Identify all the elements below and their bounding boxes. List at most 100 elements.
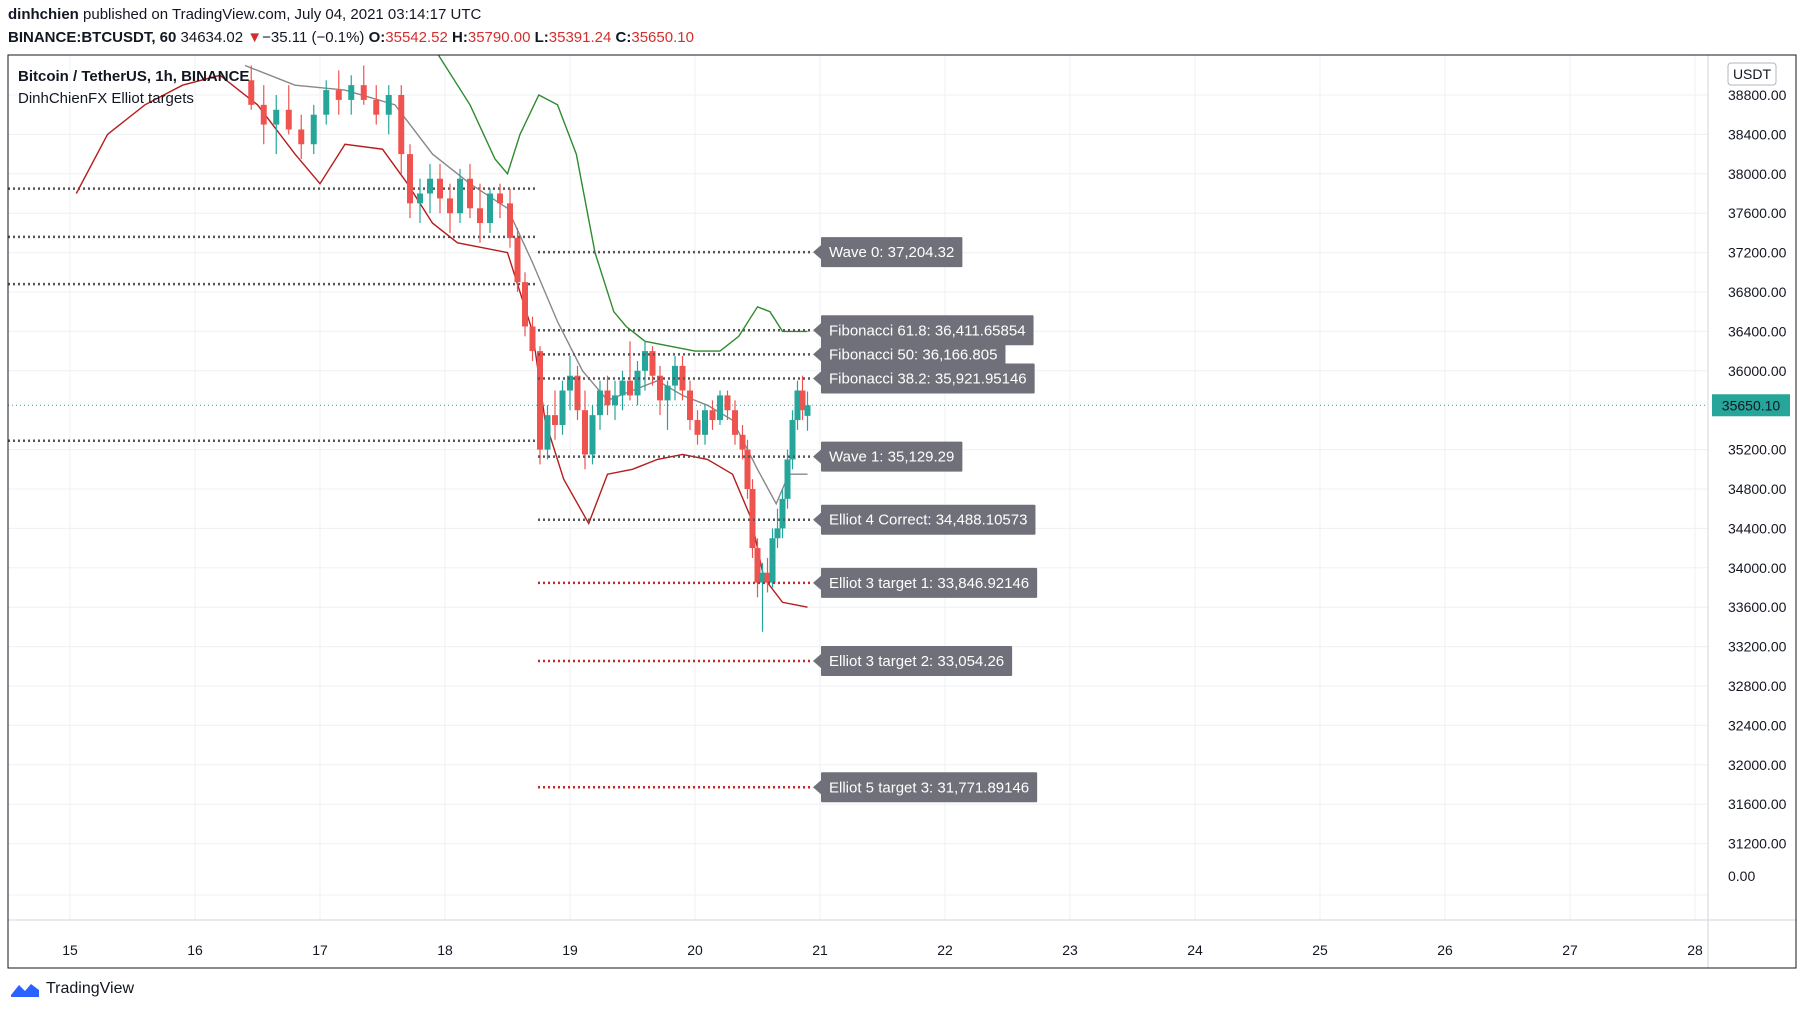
level-tag-text: Fibonacci 61.8: 36,411.65854 [829, 322, 1026, 339]
low-value: 35391.24 [548, 29, 612, 46]
candle-body [507, 203, 513, 238]
candle-body [582, 410, 588, 455]
candle-body [298, 129, 305, 145]
level-tag-pointer [813, 780, 821, 795]
chart-legend-title[interactable]: Bitcoin / TetherUS, 1h, BINANCE [18, 68, 249, 85]
candle-body [398, 95, 405, 155]
y-tick-label: 32400.00 [1728, 717, 1787, 733]
y-tick-label: 31200.00 [1728, 836, 1787, 852]
level-tag[interactable]: Fibonacci 61.8: 36,411.65854 [813, 315, 1034, 346]
x-tick-label: 28 [1687, 942, 1703, 958]
author-name[interactable]: dinhchien [8, 6, 79, 23]
level-tag-box [821, 567, 1038, 598]
y-tick-label: 37600.00 [1728, 205, 1787, 221]
level-tag-pointer [813, 371, 821, 386]
x-tick-label: 21 [812, 942, 828, 958]
candle-body [544, 415, 551, 450]
y-tick-label: 32000.00 [1728, 757, 1787, 773]
candle-body [437, 178, 443, 199]
x-tick-label: 17 [312, 942, 328, 958]
level-tag[interactable]: Elliot 3 target 2: 33,054.26 [813, 645, 1013, 676]
open-label: O: [368, 29, 386, 46]
candle-body [285, 109, 292, 130]
level-tag[interactable]: Elliot 4 Correct: 34,488.10573 [813, 504, 1036, 535]
y-tick-label: 36400.00 [1728, 323, 1787, 339]
candle-body [679, 365, 686, 391]
level-tag-pointer [813, 347, 821, 362]
candle-body [789, 420, 796, 460]
indicator-legend[interactable]: DinhChienFX Elliot targets [18, 90, 194, 107]
x-tick-label: 22 [937, 942, 953, 958]
candle-body [248, 80, 255, 105]
candle-body [497, 193, 503, 204]
publish-text: published on TradingView.com, July 04, 2… [78, 6, 482, 23]
currency-label: USDT [1733, 66, 1772, 82]
x-tick-label: 15 [62, 942, 78, 958]
candle-body [694, 420, 701, 435]
candle-body [447, 198, 453, 214]
x-tick-label: 24 [1187, 942, 1203, 958]
history-levels [8, 187, 535, 442]
open-value: 35542.52 [385, 29, 448, 46]
candle-body [360, 85, 367, 100]
y-tick-label: 34800.00 [1728, 481, 1787, 497]
level-tag[interactable]: Fibonacci 38.2: 35,921.95146 [813, 363, 1035, 394]
x-tick-label: 27 [1562, 942, 1578, 958]
level-tag-text: Elliot 3 target 1: 33,846.92146 [829, 575, 1029, 592]
candle-body [744, 449, 751, 489]
publish-info: dinhchien published on TradingView.com, … [8, 6, 481, 23]
y-tick-label-zero: 0.00 [1728, 868, 1755, 884]
level-tag[interactable]: Elliot 3 target 1: 33,846.92146 [813, 567, 1038, 598]
y-tick-label: 38000.00 [1728, 166, 1787, 182]
change-text: −35.11 (−0.1%) [262, 29, 365, 46]
candle-body [589, 415, 596, 455]
candle-body [709, 410, 716, 421]
candle-body [804, 405, 811, 416]
level-tag-pointer [813, 512, 821, 527]
candle-body [724, 395, 731, 411]
close-label: C: [615, 29, 632, 46]
x-tick-label: 25 [1312, 942, 1328, 958]
y-tick-label: 34000.00 [1728, 560, 1787, 576]
chart-frame [7, 54, 1797, 969]
level-tag-box [821, 237, 963, 268]
candle-body [477, 208, 483, 224]
level-tag-pointer [813, 323, 821, 338]
candle-body [522, 282, 528, 327]
candle-body [794, 390, 801, 421]
high-label: H: [452, 29, 468, 46]
candle-body [702, 410, 708, 435]
candle-body [514, 237, 521, 283]
candle-body [612, 395, 618, 406]
candle-body [552, 415, 558, 425]
level-tag[interactable]: Wave 1: 35,129.29 [813, 441, 963, 472]
candle-body [627, 380, 633, 396]
level-tag[interactable]: Elliot 5 target 3: 31,771.89146 [813, 772, 1038, 803]
candle-body [672, 365, 678, 386]
level-tag-box [821, 339, 1006, 370]
level-tag[interactable]: Wave 0: 37,204.32 [813, 237, 963, 268]
last-price-label: 35650.10 [1722, 397, 1781, 413]
lower-band-line [75, 74, 808, 608]
candle-body [749, 489, 756, 549]
candle-body [407, 154, 413, 204]
level-tag-box [821, 772, 1038, 803]
level-tag[interactable]: Fibonacci 50: 36,166.805 [813, 339, 1006, 370]
candle-body [335, 90, 342, 100]
y-tick-label: 35200.00 [1728, 442, 1787, 458]
symbol-label: BINANCE:BTCUSDT, 60 [8, 29, 177, 46]
candle-body [732, 410, 738, 435]
y-tick-label: 38400.00 [1728, 126, 1787, 142]
candle-body [687, 390, 693, 421]
candle-body [597, 390, 603, 416]
candle-body [427, 178, 433, 194]
footer-brand[interactable]: TradingView [10, 980, 134, 998]
last-price-box [1712, 394, 1790, 417]
level-tag-text: Elliot 3 target 2: 33,054.26 [829, 653, 1004, 670]
candle-body [574, 375, 581, 411]
candle-body [779, 498, 786, 529]
candle-body [417, 193, 423, 204]
x-tick-label: 26 [1437, 942, 1453, 958]
level-tag-text: Elliot 5 target 3: 31,771.89146 [829, 779, 1029, 796]
